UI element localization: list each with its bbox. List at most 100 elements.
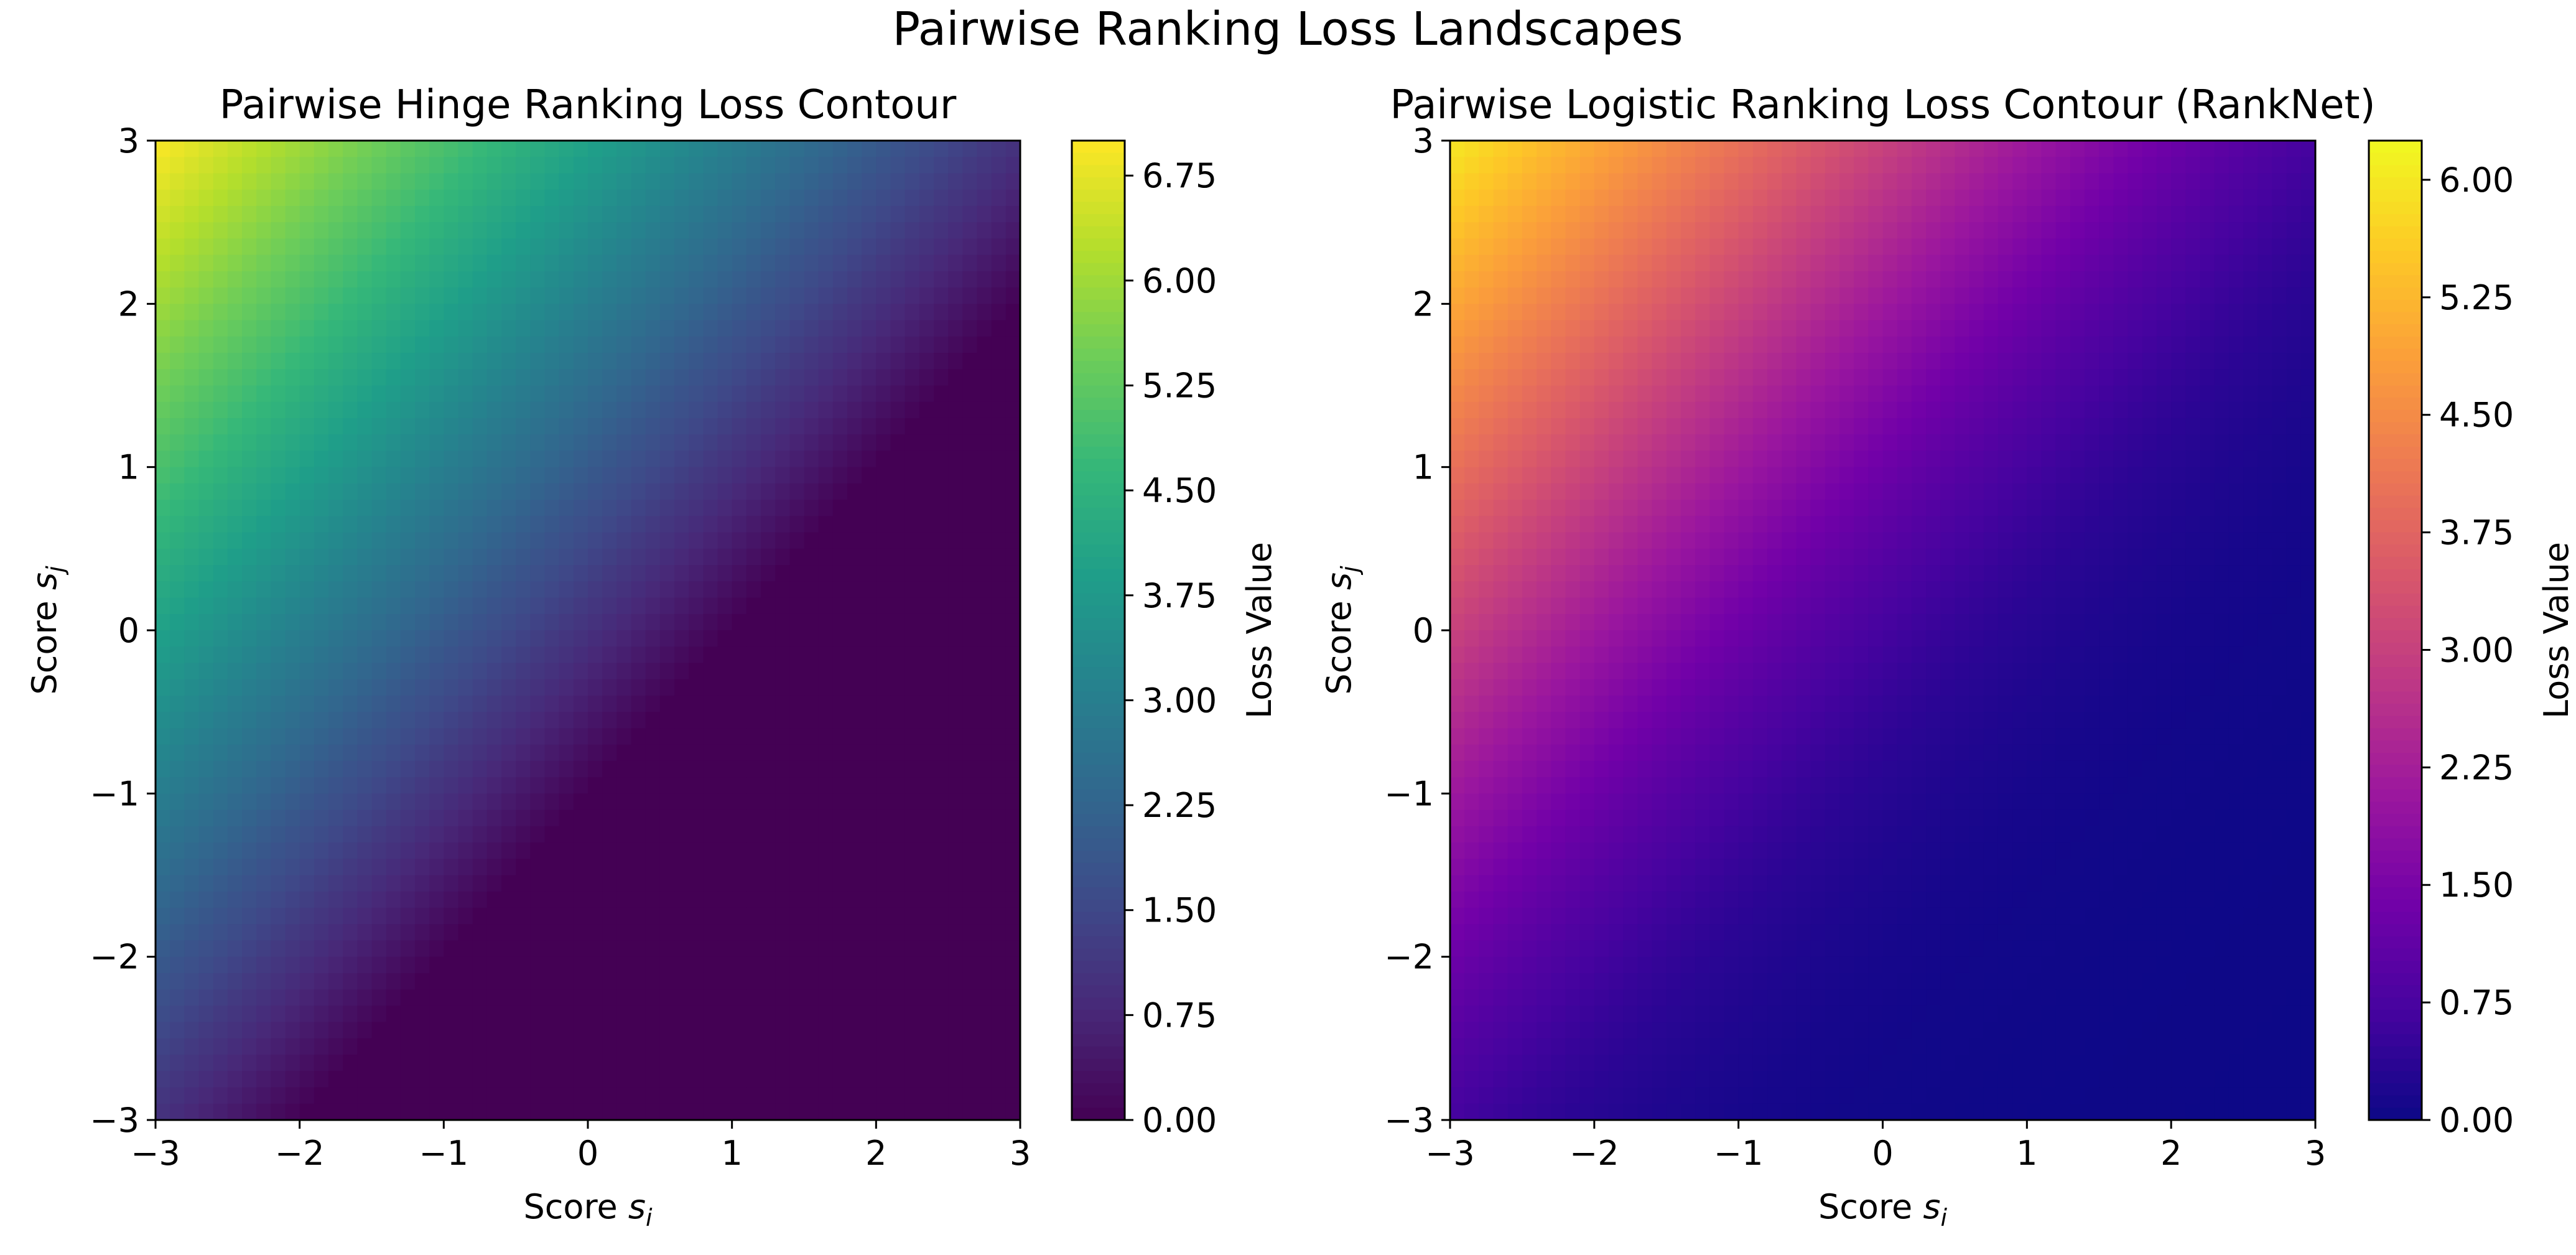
contour-cell	[170, 842, 185, 859]
contour-cell	[761, 908, 776, 925]
contour-cell	[1724, 434, 1739, 451]
contour-cell	[2128, 402, 2143, 419]
contour-cell	[2042, 255, 2057, 272]
contour-cell	[992, 157, 1007, 174]
contour-cell	[1450, 434, 1465, 451]
contour-cell	[919, 810, 934, 827]
colorbar-segment	[1072, 165, 1125, 177]
contour-cell	[559, 516, 574, 533]
contour-cell	[271, 337, 286, 353]
contour-cell	[1479, 337, 1494, 353]
contour-cell	[646, 679, 661, 696]
contour-cell	[458, 679, 473, 696]
contour-cell	[775, 826, 790, 843]
contour-cell	[328, 1071, 343, 1088]
contour-cell	[1006, 173, 1021, 190]
contour-cell	[2056, 222, 2071, 239]
contour-cell	[1883, 450, 1898, 467]
contour-cell	[2027, 434, 2042, 451]
contour-cell	[1811, 467, 1826, 484]
contour-cell	[2012, 402, 2027, 419]
contour-cell	[616, 989, 631, 1006]
contour-cell	[473, 793, 488, 810]
contour-cell	[458, 533, 473, 549]
contour-cell	[2185, 287, 2200, 304]
contour-cell	[718, 663, 733, 679]
contour-cell	[919, 973, 934, 990]
contour-cell	[501, 940, 516, 957]
contour-cell	[2142, 337, 2157, 353]
contour-cell	[703, 1022, 718, 1039]
contour-cell	[862, 369, 876, 386]
contour-cell	[271, 630, 286, 647]
contour-cell	[833, 679, 848, 696]
contour-cell	[2056, 271, 2071, 288]
contour-cell	[314, 402, 329, 419]
contour-cell	[429, 875, 444, 892]
contour-cell	[977, 957, 992, 974]
contour-cell	[343, 500, 358, 516]
contour-cell	[1854, 238, 1869, 255]
contour-cell	[328, 777, 343, 794]
contour-cell	[631, 1022, 646, 1039]
contour-cell	[574, 663, 588, 679]
contour-cell	[2287, 320, 2302, 337]
contour-cell	[2085, 255, 2099, 272]
contour-cell	[1551, 320, 1566, 337]
contour-cell	[646, 238, 661, 255]
contour-cell	[2257, 271, 2272, 288]
contour-cell	[574, 940, 588, 957]
contour-cell	[616, 1022, 631, 1039]
contour-cell	[905, 304, 920, 320]
contour-cell	[156, 940, 170, 957]
contour-cell	[401, 777, 416, 794]
contour-cell	[415, 581, 430, 598]
contour-cell	[674, 598, 689, 615]
colorbar-segment	[1072, 569, 1125, 582]
contour-cell	[372, 646, 387, 663]
contour-cell	[761, 745, 776, 762]
contour-cell	[228, 777, 243, 794]
contour-cell	[170, 434, 185, 451]
contour-cell	[386, 745, 401, 762]
contour-cell	[631, 320, 646, 337]
contour-cell	[2272, 287, 2287, 304]
contour-cell	[386, 157, 401, 174]
contour-cell	[444, 810, 458, 827]
contour-cell	[2113, 206, 2128, 223]
contour-cell	[156, 337, 170, 353]
contour-cell	[588, 973, 603, 990]
contour-cell	[775, 238, 790, 255]
colorbar-segment	[1072, 887, 1125, 900]
contour-cell	[919, 565, 934, 582]
contour-cell	[2042, 320, 2057, 337]
contour-cell	[372, 238, 387, 255]
contour-cell	[962, 1005, 977, 1022]
contour-cell	[1940, 467, 1955, 484]
contour-cell	[602, 1071, 617, 1088]
contour-cell	[876, 761, 891, 778]
colorbar-segment	[1072, 226, 1125, 239]
contour-cell	[746, 908, 761, 925]
contour-cell	[1897, 190, 1912, 207]
contour-cell	[703, 793, 718, 810]
contour-cell	[314, 745, 329, 762]
contour-cell	[286, 255, 300, 272]
contour-cell	[732, 386, 747, 403]
contour-cell	[1565, 402, 1580, 419]
contour-cell	[1464, 190, 1479, 207]
contour-cell	[314, 957, 329, 974]
contour-cell	[876, 859, 891, 875]
contour-cell	[761, 1071, 776, 1088]
contour-cell	[588, 745, 603, 762]
contour-cell	[1652, 450, 1667, 467]
contour-cell	[847, 1104, 862, 1121]
contour-cell	[458, 1005, 473, 1022]
contour-cell	[328, 271, 343, 288]
contour-cell	[602, 777, 617, 794]
contour-cell	[919, 450, 934, 467]
contour-cell	[429, 1104, 444, 1121]
contour-cell	[458, 255, 473, 272]
contour-cell	[314, 793, 329, 810]
contour-cell	[718, 483, 733, 500]
